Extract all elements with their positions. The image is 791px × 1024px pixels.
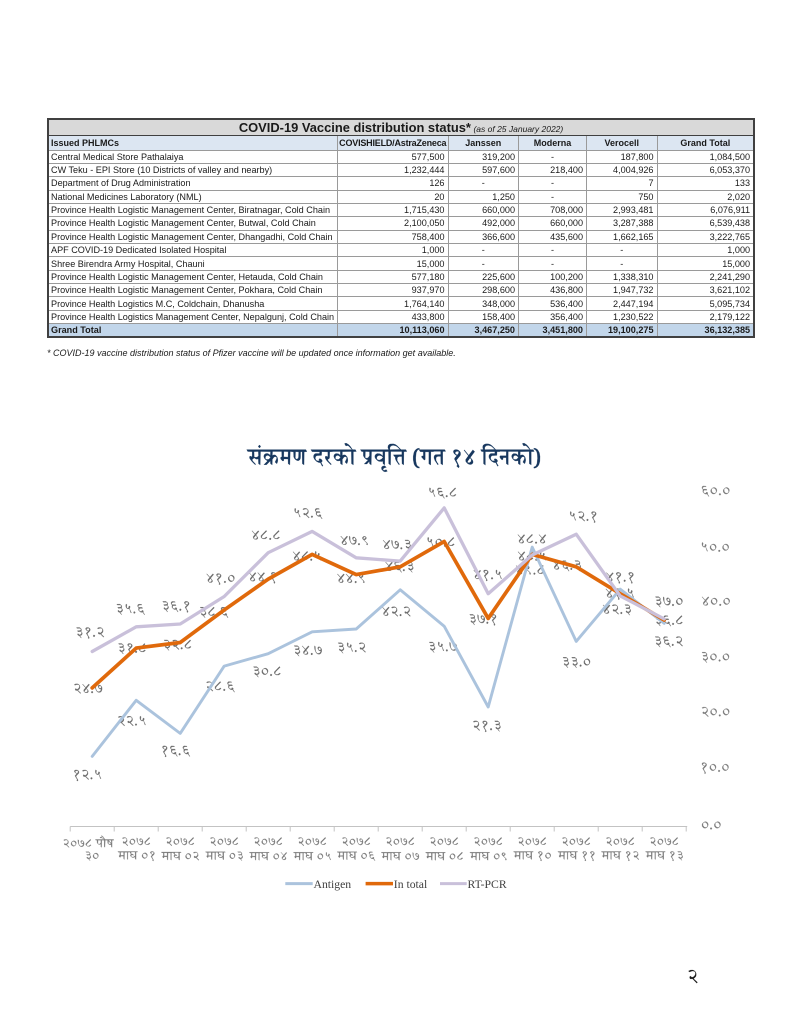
svg-text:RT-PCR: RT-PCR [468, 878, 507, 891]
svg-text:In total: In total [394, 878, 428, 891]
svg-text:Antigen: Antigen [314, 878, 352, 891]
